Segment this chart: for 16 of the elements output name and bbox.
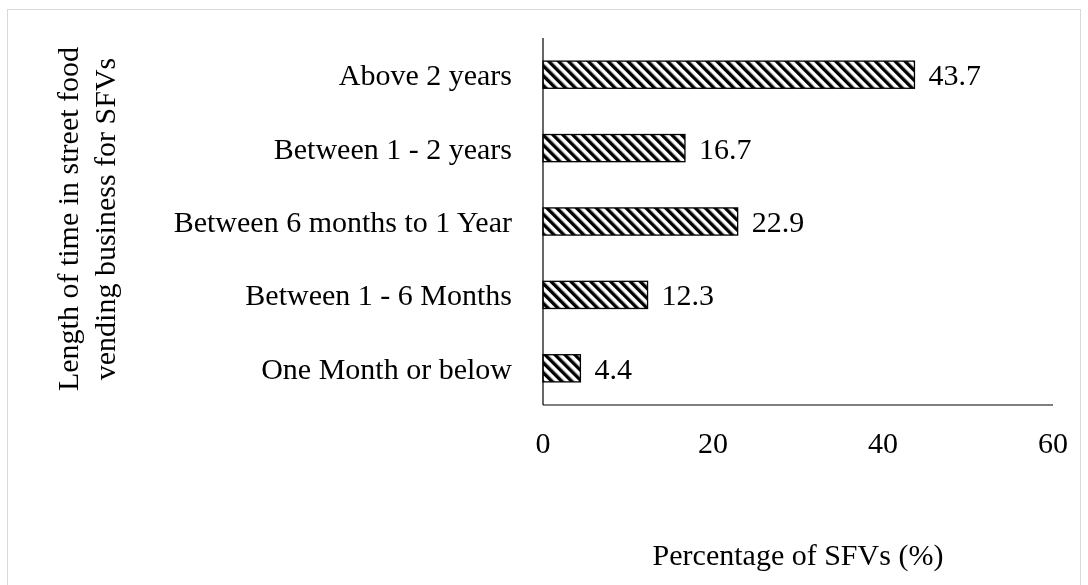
y-tick-label: Above 2 years <box>338 58 512 92</box>
data-label: 43.7 <box>928 58 981 92</box>
x-tick-label: 40 <box>868 425 898 459</box>
data-label: 4.4 <box>594 351 632 385</box>
y-tick-label: Between 1 - 6 Months <box>245 278 512 312</box>
y-tick-label: Between 6 months to 1 Year <box>173 205 512 238</box>
x-tick-label: 60 <box>1038 425 1068 459</box>
y-tick-label: One Month or below <box>261 351 513 385</box>
data-label: 12.3 <box>661 278 715 312</box>
x-tick-label: 0 <box>535 425 551 459</box>
data-label: 16.7 <box>698 131 752 165</box>
data-label: 22.9 <box>751 205 805 238</box>
x-tick-label: 20 <box>698 425 728 459</box>
y-axis-title: Length of time in street food vending business for SFVs <box>50 46 122 392</box>
x-axis-title: Percentage of SFVs (%) <box>652 538 944 572</box>
y-tick-label: Between 1 - 2 years <box>273 131 512 165</box>
